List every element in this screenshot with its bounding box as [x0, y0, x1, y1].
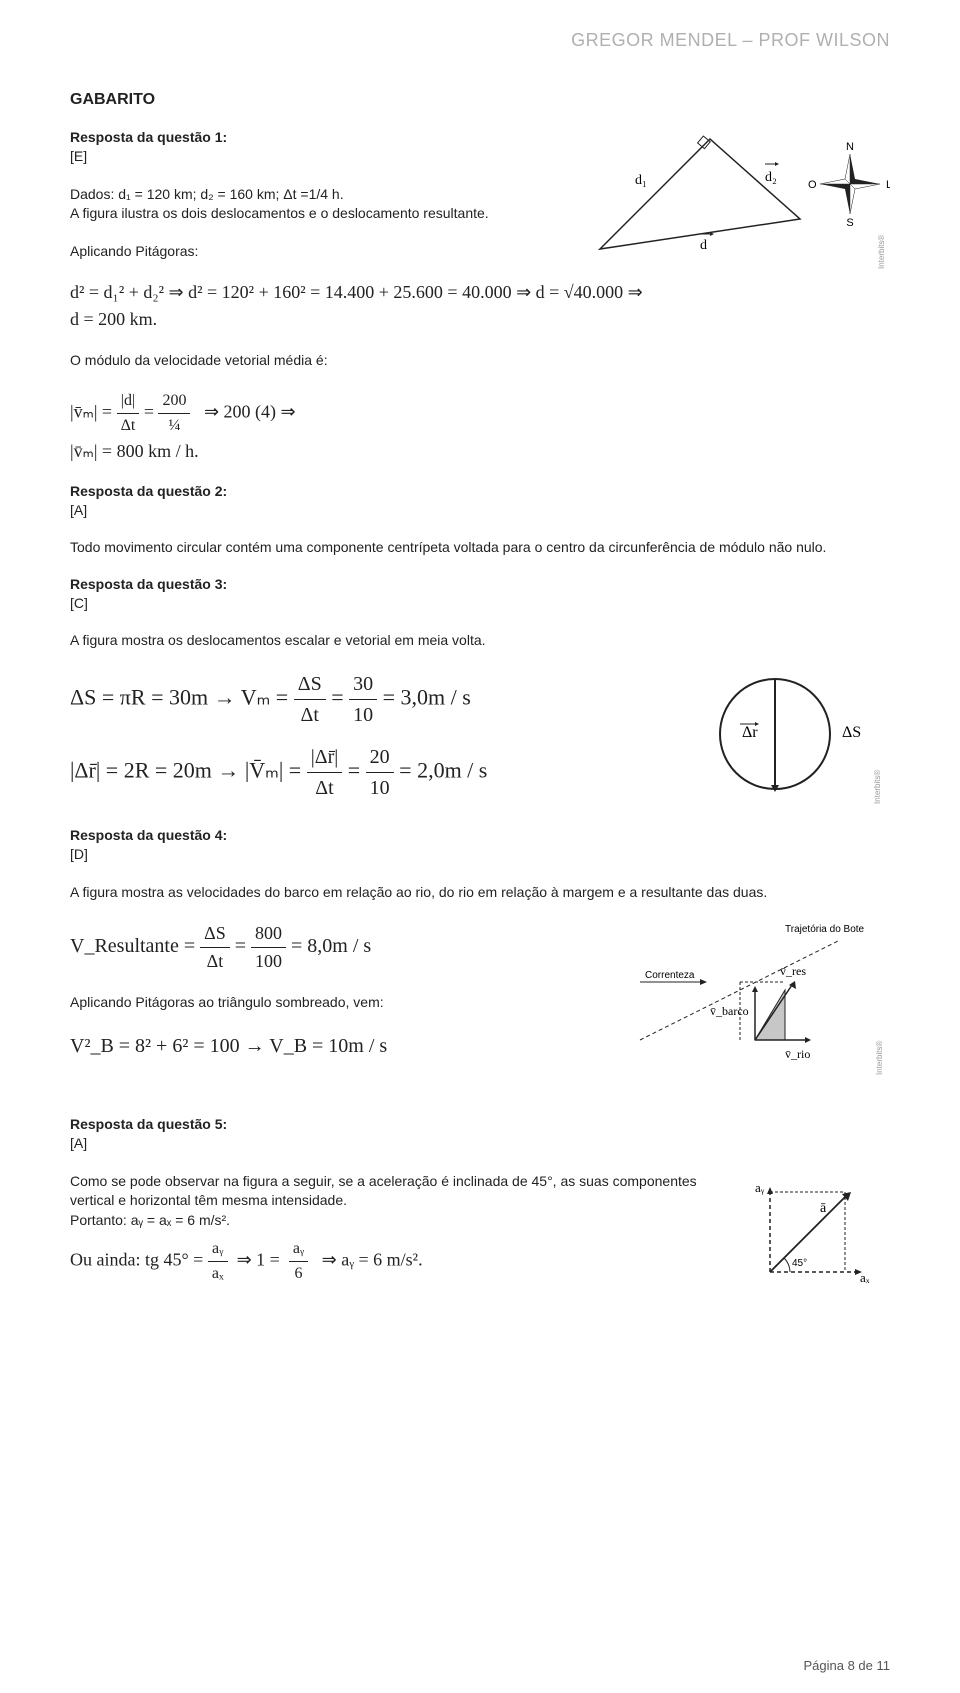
- q3-math2: |Δr̄| = 2R = 20m → |V̄ₘ| = |Δr̄|Δt = 201…: [70, 742, 690, 803]
- q1-dados: Dados: d₁ = 120 km; d₂ = 160 km; Δt =1/4…: [70, 185, 550, 205]
- q3-text: A figura mostra os deslocamentos escalar…: [70, 631, 890, 651]
- question-5: Resposta da questão 5: [A] Como se pode …: [70, 1116, 890, 1292]
- corr-label: Correnteza: [645, 970, 695, 981]
- section-gabarito: GABARITO: [70, 91, 890, 109]
- svg-text:L: L: [886, 179, 890, 191]
- q1-frac-line: |v̄ₘ| = |d|Δt = 200¼ ⇒ 200 (4) ⇒: [70, 389, 890, 438]
- vbarco-label: v̄_barco: [710, 1004, 749, 1018]
- q1-math3: |v̄ₘ| = 800 km / h.: [70, 438, 890, 465]
- question-3: Resposta da questão 3: [C] A figura most…: [70, 576, 890, 809]
- svg-text:45°: 45°: [792, 1258, 807, 1269]
- dr-label: Δr: [742, 724, 758, 741]
- svg-text:N: N: [846, 141, 854, 153]
- q5-ans: [A]: [70, 1134, 890, 1154]
- vrio-label: v̄_rio: [785, 1047, 810, 1061]
- q1-text1: A figura ilustra os dois deslocamentos e…: [70, 204, 550, 224]
- header-title: GREGOR MENDEL – PROF WILSON: [70, 30, 890, 51]
- q3-math1: ΔS = πR = 30m → Vₘ = ΔSΔt = 3010 = 3,0m …: [70, 669, 690, 730]
- svg-text:aₓ: aₓ: [860, 1270, 870, 1285]
- q4-text: A figura mostra as velocidades do barco …: [70, 883, 890, 903]
- d-label: d: [700, 238, 707, 253]
- q4-head: Resposta da questão 4:: [70, 827, 890, 843]
- svg-text:O: O: [808, 179, 817, 191]
- watermark-icon: Interbits®: [875, 1041, 884, 1075]
- q1-head: Resposta da questão 1:: [70, 129, 550, 145]
- q5-math: Ou ainda: tg 45° = aᵧaₓ ⇒ 1 = aᵧ6 ⇒ aᵧ =…: [70, 1237, 730, 1286]
- q1-text2: Aplicando Pitágoras:: [70, 242, 550, 262]
- svg-text:aᵧ: aᵧ: [755, 1180, 765, 1196]
- q1-text3: O módulo da velocidade vetorial média é:: [70, 351, 890, 371]
- traj-label: Trajetória do Bote: [785, 924, 865, 935]
- q3-head: Resposta da questão 3:: [70, 576, 890, 592]
- q2-ans: [A]: [70, 501, 890, 521]
- q4-diagram: Trajetória do Bote Correnteza v̄_barco v…: [610, 920, 890, 1080]
- d2-label: d₂: [765, 170, 777, 185]
- vres-label: v̄_res: [780, 964, 806, 978]
- watermark-icon: Interbits®: [873, 770, 882, 804]
- ds-label: ΔS: [842, 724, 861, 741]
- q1-math2: d = 200 km.: [70, 306, 890, 333]
- q3-diagram: Δr ΔS Interbits®: [710, 669, 890, 809]
- d1-label: d₁: [635, 173, 647, 188]
- q5-text1: Como se pode observar na figura a seguir…: [70, 1172, 730, 1211]
- q4-math2: V²_B = 8² + 6² = 100 → V_B = 10m / s: [70, 1031, 590, 1061]
- q2-text: Todo movimento circular contém uma compo…: [70, 538, 890, 558]
- question-2: Resposta da questão 2: [A] Todo moviment…: [70, 483, 890, 558]
- question-1: Resposta da questão 1: [E] Dados: d₁ = 1…: [70, 129, 890, 465]
- q4-ans: [D]: [70, 845, 890, 865]
- q5-text2: Portanto: aᵧ = aₓ = 6 m/s².: [70, 1211, 730, 1231]
- q3-ans: [C]: [70, 594, 890, 614]
- q1-math1: d² = d₁² + d₂² ⇒ d² = 120² + 160² = 14.4…: [70, 279, 890, 306]
- question-4: Resposta da questão 4: [D] A figura most…: [70, 827, 890, 1080]
- q4-text2: Aplicando Pitágoras ao triângulo sombrea…: [70, 993, 590, 1013]
- q1-ans: [E]: [70, 147, 550, 167]
- q5-head: Resposta da questão 5:: [70, 1116, 890, 1132]
- q4-math1: V_Resultante = ΔSΔt = 800100 = 8,0m / s: [70, 920, 590, 975]
- q5-diagram: 45° aᵧ aₓ ā: [750, 1172, 890, 1292]
- q2-head: Resposta da questão 2:: [70, 483, 890, 499]
- watermark-icon: Interbits®: [877, 235, 886, 269]
- footer-page: Página 8 de 11: [804, 1658, 891, 1673]
- q1-diagram: d₁ d₂ d N S L O In: [570, 129, 890, 279]
- svg-text:ā: ā: [820, 1201, 827, 1216]
- svg-text:S: S: [846, 217, 853, 229]
